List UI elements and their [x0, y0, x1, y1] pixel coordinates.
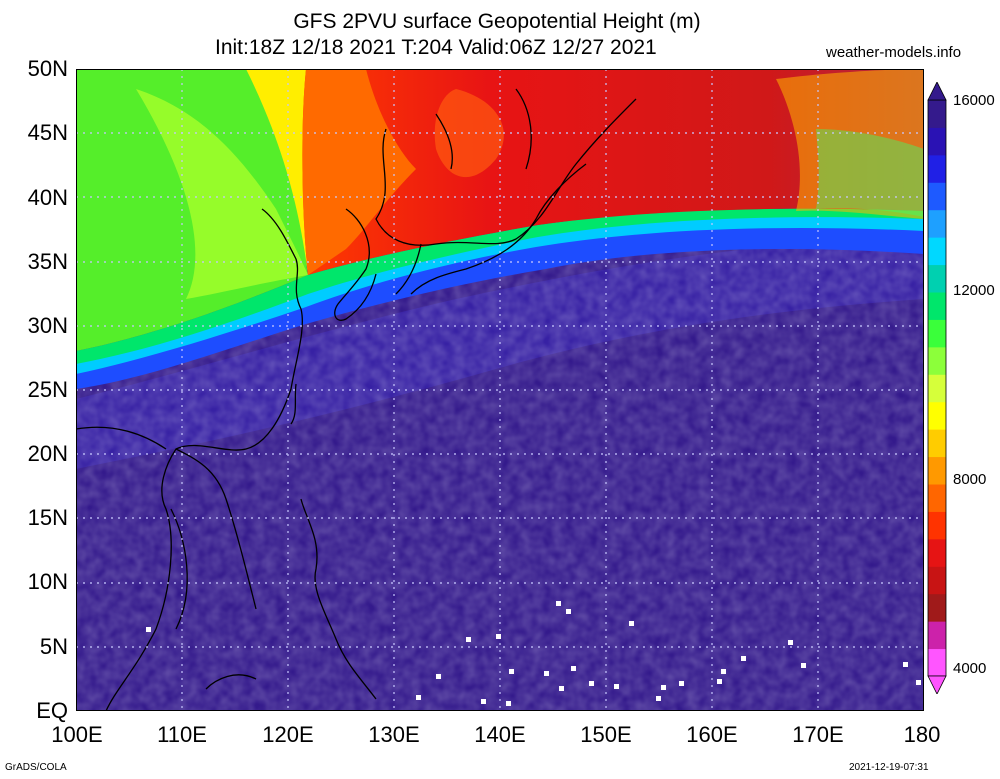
colorbar-segment	[928, 538, 946, 567]
lat-label-10n: 10N	[27, 569, 68, 594]
colorbar-label-4000: 4000	[953, 660, 987, 677]
lon-label-140e: 140E	[474, 722, 526, 747]
colorbar-label-12000: 12000	[953, 282, 995, 299]
colorbar-segment	[928, 292, 946, 320]
polar-orange	[302, 69, 416, 275]
lat-label-15n: 15N	[27, 505, 68, 530]
colorbar-segment	[928, 237, 946, 266]
lon-label-160e: 160E	[686, 722, 738, 747]
colorbar-segment	[928, 127, 946, 156]
lat-label-35n: 35N	[27, 249, 68, 274]
lat-label-30n: 30N	[27, 313, 68, 338]
lat-label-40n: 40N	[27, 185, 68, 210]
lat-label-eq: EQ	[36, 698, 68, 723]
colorbar-segment	[928, 264, 946, 293]
software-credit: GrADS/COLA	[5, 762, 67, 773]
lon-label-150e: 150E	[580, 722, 632, 747]
colorbar-segment	[928, 182, 946, 211]
midlat-lime	[136, 89, 308, 299]
colorbar-segment	[928, 100, 946, 128]
lon-label-170e: 170E	[792, 722, 844, 747]
lon-label-110e: 110E	[157, 722, 207, 747]
colorbar-segment	[928, 429, 946, 458]
lon-label-100e: 100E	[51, 722, 103, 747]
missing-data-pixels	[146, 601, 921, 706]
ne-mottle-green	[816, 129, 924, 217]
colorbar-segment	[928, 346, 946, 375]
chart-title: GFS 2PVU surface Geopotential Height (m)	[293, 10, 701, 33]
colorbar-segment	[928, 484, 946, 512]
jet-edge-green	[76, 208, 924, 364]
colorbar-segment	[928, 621, 946, 650]
chart-subtitle: Init:18Z 12/18 2021 T:204 Valid:06Z 12/2…	[215, 36, 657, 59]
lat-label-25n: 25N	[27, 377, 68, 402]
coastlines	[76, 88, 637, 711]
site-brand: weather-models.info	[826, 44, 962, 61]
colorbar-bottom-arrow	[927, 675, 947, 694]
generated-timestamp: 2021-12-19-07:31	[849, 762, 929, 773]
map-plot	[76, 69, 924, 711]
colorbar-top-arrow	[927, 82, 947, 101]
colorbar	[927, 82, 947, 694]
lat-label-20n: 20N	[27, 441, 68, 466]
colorbar-segment	[928, 456, 946, 485]
colorbar-segment	[928, 566, 946, 595]
colorbar-segment	[928, 511, 946, 540]
lon-label-180: 180	[903, 722, 941, 747]
ne-mottle	[776, 69, 924, 219]
lat-label-50n: 50N	[27, 56, 68, 81]
colorbar-label-8000: 8000	[953, 471, 987, 488]
lon-label-130e: 130E	[368, 722, 420, 747]
colorbar-segment	[928, 154, 946, 183]
lat-label-5n: 5N	[39, 634, 68, 659]
map-frame	[76, 69, 924, 711]
colorbar-segment	[928, 319, 946, 348]
colorbar-segment	[928, 209, 946, 238]
colorbar-segment	[928, 648, 946, 677]
colorbar-segment	[928, 401, 946, 430]
colorbar-segment	[928, 374, 946, 403]
graticule	[76, 69, 924, 711]
lat-label-45n: 45N	[27, 120, 68, 145]
lon-label-120e: 120E	[262, 722, 314, 747]
colorbar-label-16000: 16000	[953, 92, 995, 109]
colorbar-segment	[928, 593, 946, 622]
